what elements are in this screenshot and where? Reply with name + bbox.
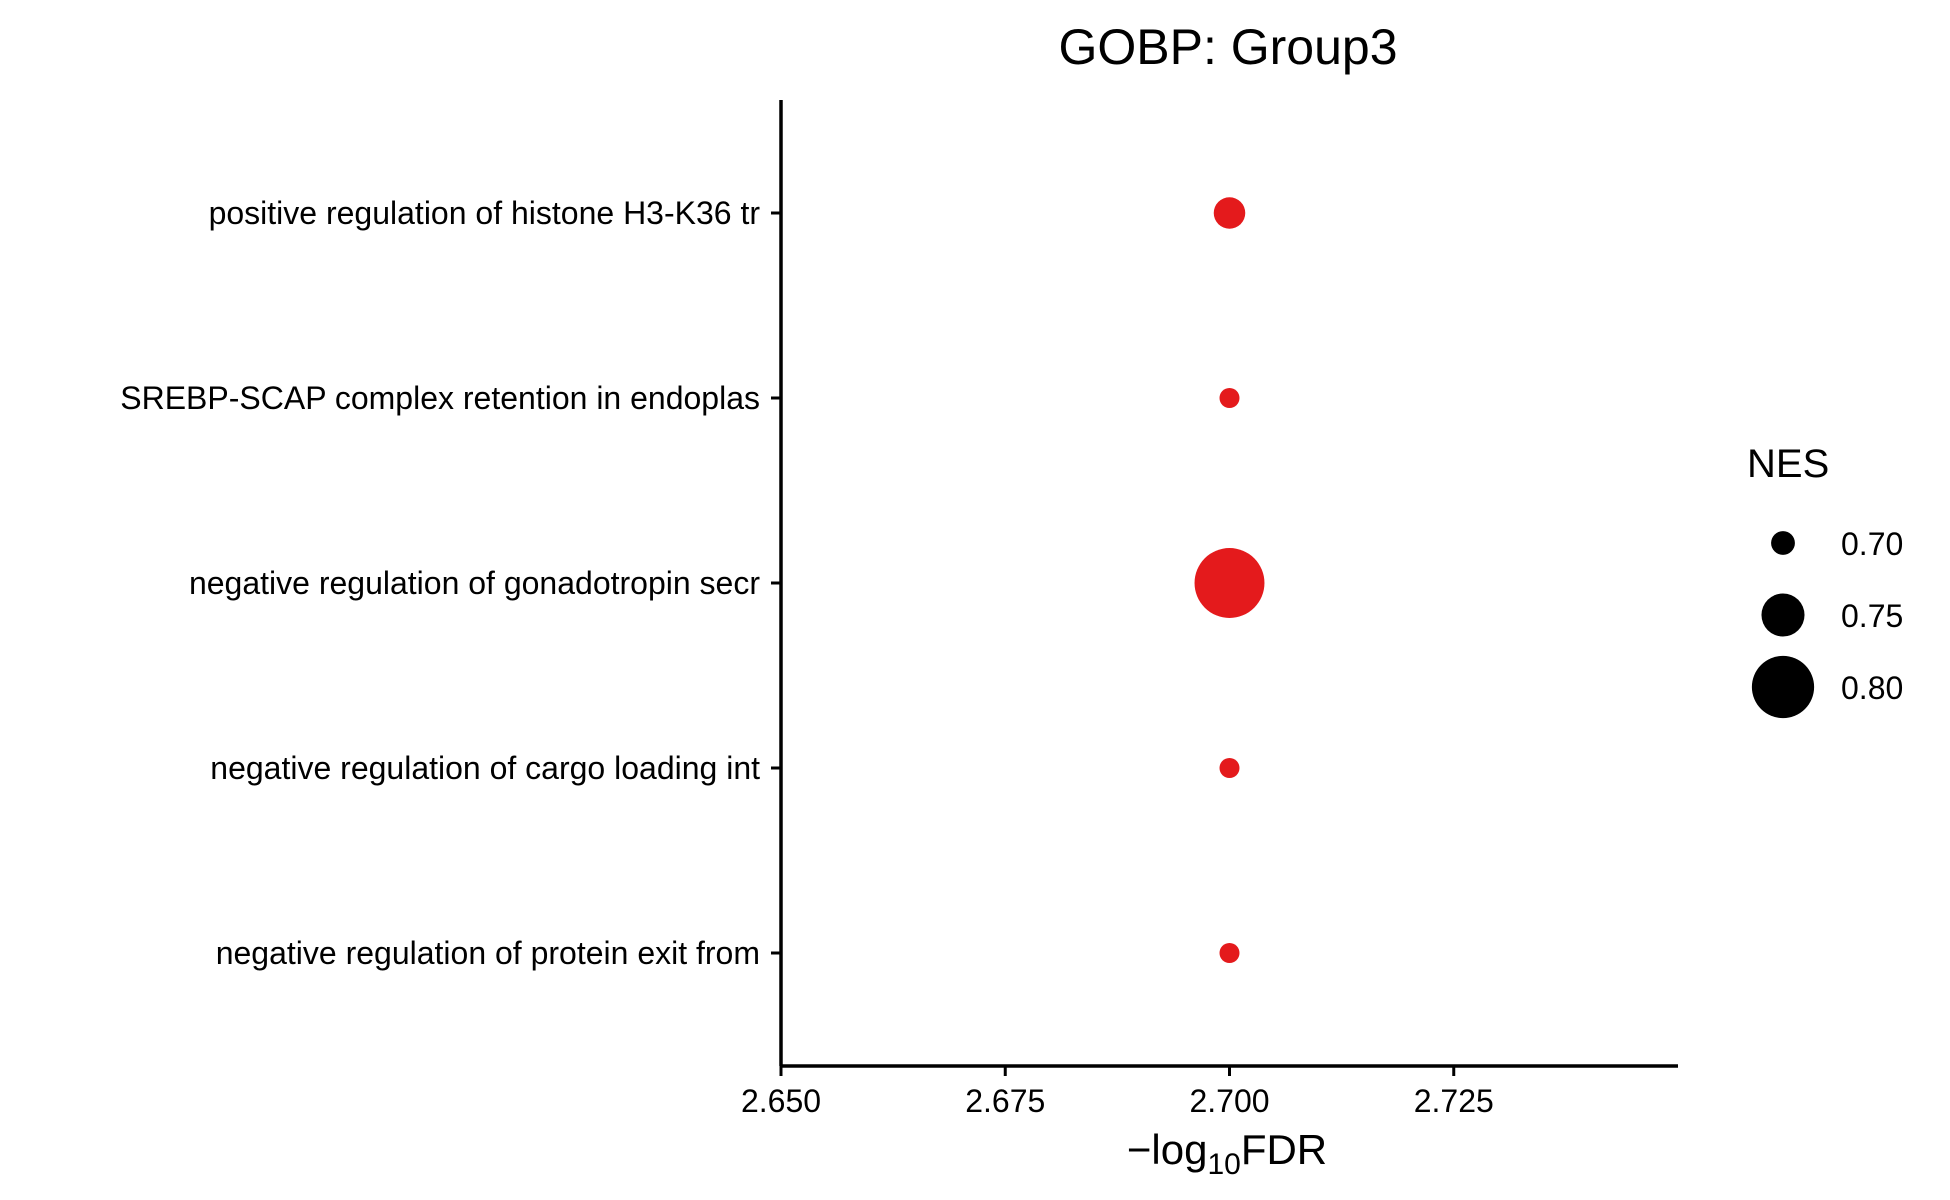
data-point: [1194, 548, 1265, 618]
legend-key-circle: [1771, 531, 1795, 555]
x-axis: 2.650 2.675 2.700 2.725: [741, 1064, 1678, 1119]
x-axis-label-suffix: FDR: [1241, 1126, 1327, 1173]
x-tick-label: 2.725: [1414, 1083, 1494, 1119]
legend-title: NES: [1747, 442, 1829, 486]
legend-label: 0.75: [1841, 598, 1903, 634]
size-legend: NES 0.70 0.75 0.80: [1747, 442, 1903, 719]
y-tick-label: SREBP-SCAP complex retention in endoplas: [120, 380, 760, 416]
x-tick-label: 2.650: [741, 1083, 821, 1119]
data-point: [1219, 758, 1240, 778]
x-axis-label-prefix: −log: [1127, 1126, 1208, 1173]
y-tick-label: negative regulation of protein exit from: [216, 935, 760, 971]
x-tick-label: 2.675: [965, 1083, 1045, 1119]
legend-label: 0.80: [1841, 670, 1903, 706]
x-tick-label: 2.700: [1189, 1083, 1269, 1119]
legend-key-circle: [1751, 655, 1815, 719]
legend-entries: 0.70 0.75 0.80: [1751, 526, 1903, 719]
legend-label: 0.70: [1841, 526, 1903, 562]
y-tick-label: negative regulation of gonadotropin secr: [189, 565, 760, 601]
x-axis-label: −log10FDR: [1127, 1126, 1327, 1181]
x-axis-label-subscript: 10: [1207, 1148, 1240, 1181]
y-tick-label: negative regulation of cargo loading int: [210, 750, 760, 786]
data-points: [1194, 197, 1265, 963]
data-point: [1213, 197, 1246, 229]
data-point: [1219, 388, 1240, 408]
y-tick-label: positive regulation of histone H3-K36 tr: [209, 195, 761, 231]
chart-title: GOBP: Group3: [1058, 19, 1397, 75]
y-axis: positive regulation of histone H3-K36 tr…: [120, 100, 783, 1066]
data-point: [1219, 943, 1240, 963]
legend-key-circle: [1761, 593, 1805, 637]
